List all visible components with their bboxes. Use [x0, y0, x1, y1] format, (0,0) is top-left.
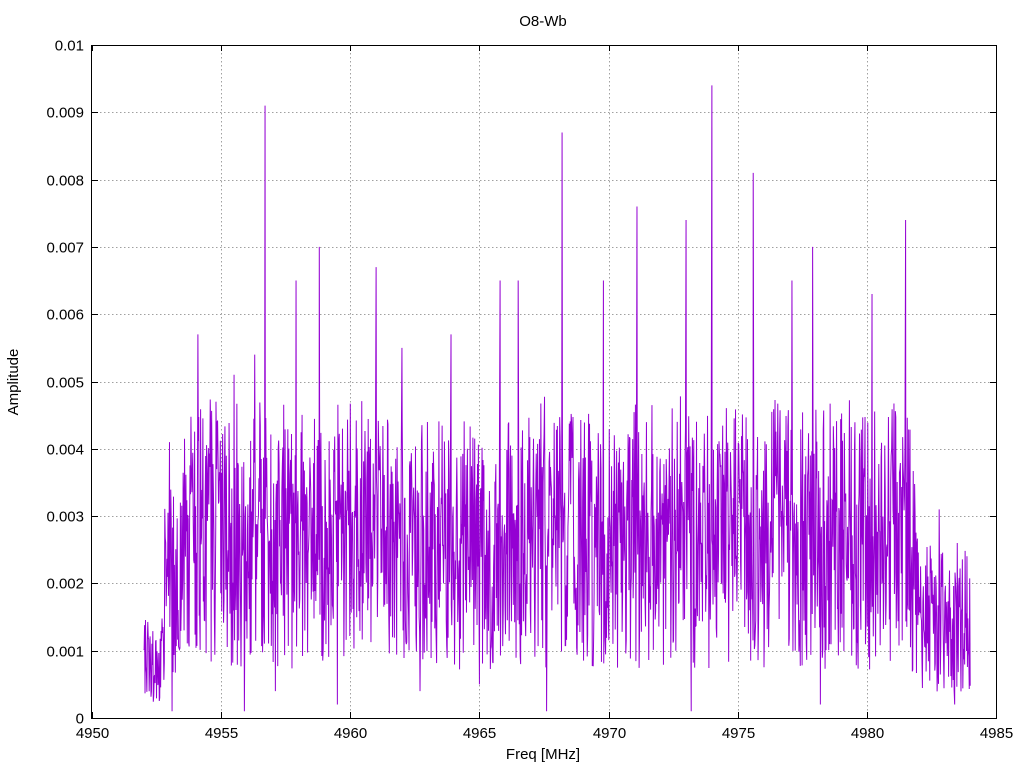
tick-layer	[92, 45, 997, 719]
y-tick-label: 0	[76, 711, 84, 728]
y-tick-label: 0.008	[46, 173, 84, 190]
y-tick-label: 0.009	[46, 105, 84, 122]
grid-layer	[92, 45, 996, 718]
y-tick-label: 0.01	[55, 38, 84, 55]
plot-frame	[91, 45, 997, 719]
tick-label-layer: 4950 4955 4960 4965 4970 4975 4980 4985 0 0.001 0.…	[46, 38, 1013, 743]
x-tick-label: 4980	[851, 725, 884, 742]
x-tick-label: 4955	[205, 725, 238, 742]
y-tick-label: 0.005	[46, 375, 84, 392]
series-line	[143, 85, 971, 712]
chart-title: O8-Wb	[519, 13, 567, 30]
y-tick-label: 0.006	[46, 307, 84, 324]
y-tick-label: 0.002	[46, 576, 84, 593]
series-layer	[143, 85, 971, 712]
x-tick-label: 4975	[722, 725, 755, 742]
x-tick-label: 4965	[463, 725, 496, 742]
x-tick-label: 4950	[76, 725, 109, 742]
x-tick-label: 4960	[334, 725, 367, 742]
x-axis-label: Freq [MHz]	[506, 746, 580, 763]
y-tick-label: 0.001	[46, 644, 84, 661]
x-tick-label: 4985	[980, 725, 1013, 742]
y-axis-label: Amplitude	[5, 349, 22, 416]
y-tick-label: 0.007	[46, 240, 84, 257]
y-tick-label: 0.003	[46, 509, 84, 526]
y-tick-label: 0.004	[46, 442, 84, 459]
x-tick-label: 4970	[593, 725, 626, 742]
